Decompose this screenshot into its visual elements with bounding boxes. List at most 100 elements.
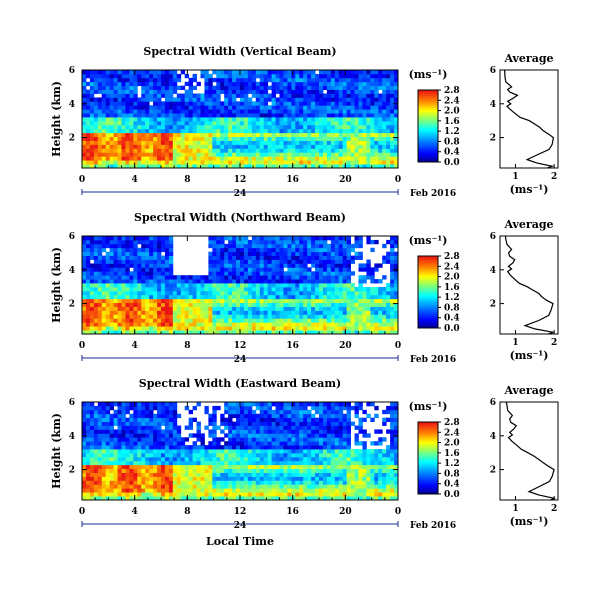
heatmap-cell bbox=[157, 449, 162, 454]
heatmap-cell bbox=[188, 132, 193, 138]
heatmap-cell bbox=[386, 283, 391, 288]
heatmap-cell bbox=[164, 449, 170, 454]
heatmap-cell bbox=[161, 429, 166, 434]
heatmap-cell bbox=[247, 298, 253, 304]
heatmap-cell bbox=[346, 294, 351, 300]
heatmap-cell bbox=[129, 496, 134, 501]
heatmap-cell bbox=[168, 117, 174, 122]
heatmap-cell bbox=[168, 136, 174, 141]
heatmap-cell bbox=[386, 330, 391, 335]
heatmap-cell bbox=[283, 77, 288, 83]
heatmap-cell bbox=[184, 89, 190, 94]
heatmap-cell bbox=[330, 239, 336, 245]
heatmap-cell bbox=[196, 302, 201, 307]
heatmap-cell bbox=[358, 239, 363, 245]
heatmap-cell bbox=[133, 472, 138, 477]
heatmap-cell bbox=[101, 421, 107, 426]
heatmap-cell bbox=[149, 468, 154, 473]
heatmap-cell bbox=[184, 298, 190, 304]
heatmap-cell bbox=[271, 144, 276, 149]
heatmap-cell bbox=[137, 148, 142, 153]
heatmap-cell bbox=[212, 148, 217, 153]
heatmap-cell bbox=[145, 472, 150, 477]
heatmap-cell bbox=[295, 255, 300, 260]
heatmap-cell bbox=[311, 89, 316, 94]
heatmap-cell bbox=[386, 132, 391, 138]
heatmap-cell bbox=[149, 318, 154, 323]
heatmap-cell bbox=[125, 484, 130, 489]
heatmap-cell bbox=[153, 452, 158, 458]
heatmap-cell bbox=[89, 456, 95, 462]
heatmap-cell bbox=[200, 445, 205, 450]
heatmap-cell bbox=[121, 105, 126, 110]
heatmap-cell bbox=[259, 275, 265, 280]
heatmap-cell bbox=[82, 73, 87, 79]
heatmap-cell bbox=[366, 306, 371, 311]
heatmap-cell bbox=[279, 148, 284, 153]
heatmap-cell bbox=[322, 97, 328, 102]
heatmap-cell bbox=[141, 441, 146, 446]
heatmap-cell bbox=[350, 286, 355, 292]
heatmap-cell bbox=[287, 259, 292, 264]
heatmap-cell bbox=[358, 156, 363, 161]
heatmap-cell bbox=[89, 124, 95, 130]
heatmap-cell bbox=[113, 148, 118, 153]
heatmap-cell bbox=[208, 251, 213, 256]
heatmap-cell bbox=[232, 433, 237, 438]
heatmap-cell bbox=[259, 109, 265, 114]
heatmap-cell bbox=[311, 326, 316, 331]
heatmap-cell bbox=[287, 128, 292, 134]
heatmap-cell bbox=[196, 452, 201, 458]
heatmap-cell bbox=[255, 251, 261, 256]
heatmap-cell bbox=[287, 89, 292, 94]
heatmap-cell bbox=[255, 132, 261, 138]
heatmap-cell bbox=[311, 255, 316, 260]
heatmap-cell bbox=[263, 263, 269, 268]
heatmap-cell bbox=[85, 279, 91, 284]
heatmap-cell bbox=[326, 310, 332, 315]
heatmap-cell bbox=[145, 136, 150, 141]
heatmap-cell bbox=[287, 322, 292, 327]
heatmap-cell bbox=[342, 140, 348, 145]
heatmap-cell bbox=[141, 81, 146, 87]
heatmap-cell bbox=[224, 132, 229, 138]
heatmap-cell bbox=[216, 124, 221, 130]
heatmap-cell bbox=[283, 322, 288, 327]
heatmap-cell bbox=[180, 326, 186, 331]
heatmap-cell bbox=[295, 93, 300, 98]
heatmap-cell bbox=[133, 279, 138, 284]
heatmap-cell bbox=[366, 97, 371, 102]
heatmap-cell bbox=[117, 105, 122, 110]
heatmap-cell bbox=[117, 314, 122, 319]
heatmap-cell bbox=[105, 279, 111, 284]
heatmap-cell bbox=[224, 480, 229, 485]
heatmap-cell bbox=[358, 89, 363, 94]
heatmap-cell bbox=[354, 73, 359, 79]
heatmap-cell bbox=[330, 267, 336, 272]
heatmap-cell bbox=[196, 326, 201, 331]
heatmap-cell bbox=[303, 77, 308, 83]
heatmap-cell bbox=[212, 330, 217, 335]
heatmap-cell bbox=[121, 437, 126, 442]
heatmap-cell bbox=[113, 402, 118, 407]
heatmap-cell bbox=[168, 124, 174, 130]
heatmap-cell bbox=[137, 290, 142, 296]
heatmap-cell bbox=[216, 259, 221, 264]
heatmap-cell bbox=[121, 279, 126, 284]
heatmap-cell bbox=[283, 283, 288, 288]
heatmap-cell bbox=[184, 152, 190, 157]
heatmap-cell bbox=[93, 429, 99, 434]
heatmap-cell bbox=[109, 144, 114, 149]
colorbar-segment bbox=[418, 91, 438, 94]
heatmap-cell bbox=[279, 89, 284, 94]
heatmap-cell bbox=[243, 251, 249, 256]
heatmap-cell bbox=[149, 322, 154, 327]
heatmap-cell bbox=[330, 144, 336, 149]
colorbar-segment bbox=[418, 301, 438, 304]
heatmap-cell bbox=[224, 113, 229, 118]
heatmap-cell bbox=[137, 322, 142, 327]
heatmap-cell bbox=[358, 97, 363, 102]
heatmap-cell bbox=[279, 330, 284, 335]
heatmap-cell bbox=[101, 164, 107, 169]
heatmap-cell bbox=[204, 124, 209, 130]
